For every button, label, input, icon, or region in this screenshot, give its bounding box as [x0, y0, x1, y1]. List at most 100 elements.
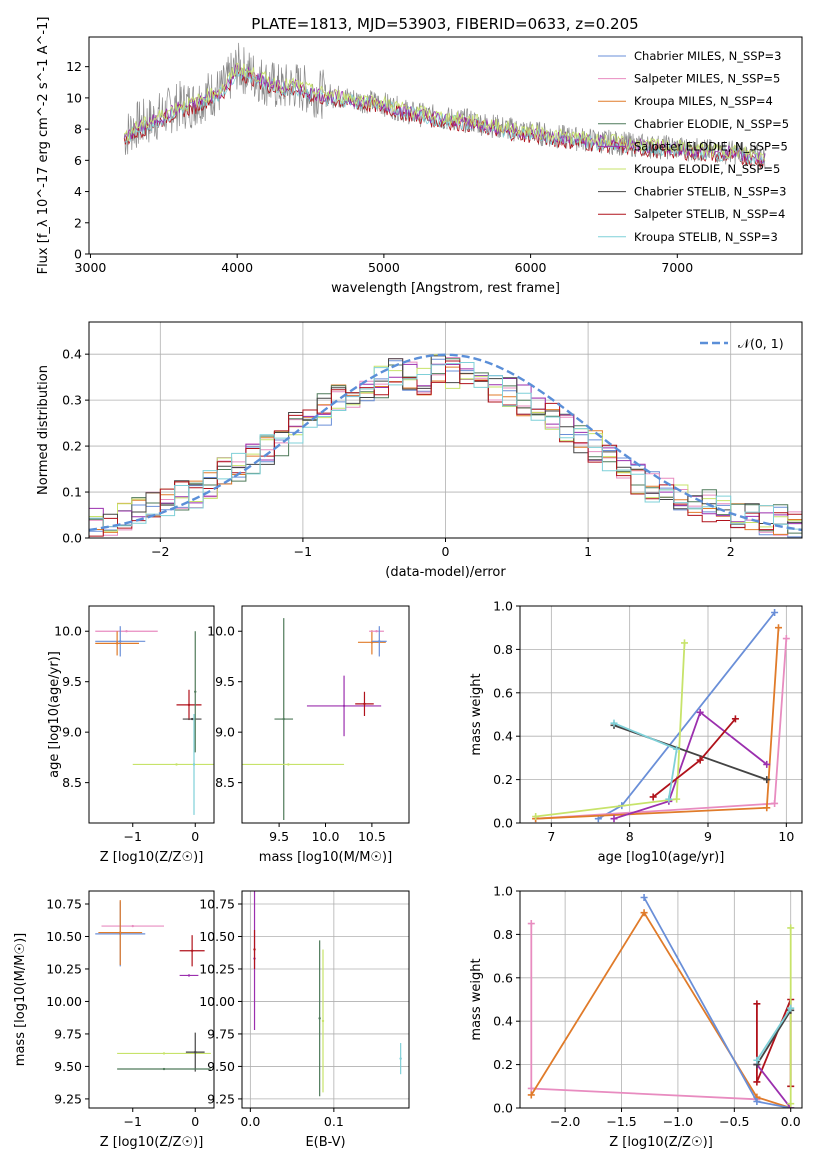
axes-frame [88, 36, 803, 255]
data-point [162, 1067, 166, 1071]
x-axis-label: (data-model)/error [385, 565, 506, 580]
y-tick-label: 0.3 [62, 393, 82, 408]
data-point [363, 702, 366, 706]
weight-marker [696, 708, 704, 716]
legend-label: Kroupa ELODIE, N_SSP=5 [634, 162, 780, 176]
legend-label: 𝒩(0, 1) [738, 336, 784, 351]
y-tick-label: 10.75 [199, 896, 235, 911]
x-tick-label: 3000 [75, 260, 107, 275]
x-tick-label: 0.1 [324, 1114, 344, 1129]
x-tick-label: 9 [704, 829, 712, 844]
x-tick-label: 4000 [221, 260, 253, 275]
series-normal-reference [89, 353, 802, 532]
x-tick-label: 10.0 [312, 829, 340, 844]
series-weight-line [613, 710, 768, 820]
y-tick-label: 10.25 [46, 961, 82, 976]
y-tick-label: 0.4 [62, 347, 82, 362]
data-point [318, 1017, 321, 1020]
x-tick-label: 8 [626, 829, 634, 844]
x-tick-label: 6000 [515, 260, 547, 275]
y-tick-label: 12 [66, 59, 82, 74]
x-axis-label: wavelength [Angstrom, rest frame] [331, 281, 560, 296]
y-tick-label: 9.75 [54, 1026, 82, 1041]
weight-marker [753, 1000, 761, 1008]
x-tick-label: 0.0 [781, 1114, 801, 1129]
x-tick-label: 10 [778, 829, 794, 844]
weight-marker [763, 804, 771, 812]
x-tick-label: −1 [124, 829, 142, 844]
y-tick-label: 0.4 [493, 1014, 513, 1029]
data-point [190, 949, 194, 952]
y-tick-label: 1.0 [493, 599, 513, 614]
weight-marker [787, 924, 795, 932]
y-axis-label: age [log10(age/yr)] [47, 651, 62, 778]
y-tick-label: 0 [74, 247, 82, 262]
y-tick-label: 9.5 [62, 674, 82, 689]
data-point [190, 717, 194, 721]
plot-area [95, 626, 214, 815]
y-axis-label: Flux [f_λ 10^-17 erg cm^-2 s^-1 A^-1] [36, 17, 51, 275]
weight-marker [771, 609, 779, 617]
data-point [378, 640, 381, 643]
y-tick-label: 10.50 [46, 929, 82, 944]
weight-marker [673, 795, 681, 803]
axes-frame [88, 890, 215, 1109]
data-point [194, 690, 197, 693]
weight-marker [649, 793, 657, 801]
x-tick-label: −0.5 [719, 1114, 749, 1129]
weight-marker [787, 1100, 795, 1108]
plot-area [123, 42, 766, 170]
series-weight-line [643, 897, 791, 1108]
series-model-spectrum [124, 62, 766, 162]
data-point [342, 704, 346, 708]
x-tick-label: −2.0 [550, 1114, 580, 1129]
weight-marker [763, 776, 771, 784]
data-point [187, 974, 191, 977]
data-point [187, 703, 191, 707]
y-tick-label: 8 [74, 122, 82, 137]
weight-marker [753, 1097, 761, 1105]
plot-area [242, 618, 387, 820]
y-tick-label: 6 [74, 153, 82, 168]
y-tick-label: 0.2 [493, 772, 513, 787]
x-tick-label: 5000 [368, 260, 400, 275]
x-tick-label: 9.5 [269, 829, 289, 844]
x-tick-label: −1.5 [606, 1114, 636, 1129]
x-tick-label: 0 [442, 544, 450, 559]
chart-title: PLATE=1813, MJD=53903, FIBERID=0633, z=0… [251, 15, 638, 33]
series-model-spectrum [123, 63, 766, 164]
weight-marker [775, 624, 782, 632]
weight-marker [782, 635, 790, 643]
y-tick-label: 0.2 [62, 439, 82, 454]
weight-marker [610, 719, 618, 727]
data-point [282, 717, 285, 721]
y-tick-label: 0.1 [62, 485, 82, 500]
x-tick-label: −2 [151, 544, 169, 559]
weight-marker [665, 795, 673, 803]
x-axis-label: age [log10(age/yr)] [598, 850, 725, 865]
y-tick-label: 0.2 [493, 1057, 513, 1072]
weight-marker [527, 1091, 535, 1099]
axes-frame [88, 605, 215, 824]
chart-age-weight: 7 8 9 10 0.0 0.2 0.4 0.6 0.8 1.0 age [log10(age/yr… [469, 599, 803, 865]
x-axis-label: mass [log10(M/M☉)] [259, 850, 392, 865]
y-tick-label: 8.5 [215, 775, 235, 790]
chart-EBV-mass: 0.0 0.1 9.25 9.50 9.75 10.00 10.25 10.50 10.75 E(… [199, 890, 410, 1150]
y-tick-label: 0.4 [493, 729, 513, 744]
y-tick-label: 10.00 [199, 994, 235, 1009]
series-weight-line [756, 999, 792, 1087]
x-tick-label: 7 [547, 829, 555, 844]
weight-marker [527, 1084, 535, 1092]
data-point [125, 630, 128, 633]
y-tick-label: 10.00 [46, 994, 82, 1009]
data-point [253, 948, 256, 951]
y-tick-label: 9.75 [207, 1026, 235, 1041]
y-axis-label: Normed distribution [36, 365, 51, 495]
y-tick-label: 10 [66, 90, 82, 105]
data-point [375, 630, 378, 633]
series-data-spectrum [123, 42, 766, 170]
legend-label: Salpeter STELIB, N_SSP=4 [634, 207, 785, 221]
y-tick-label: 0.0 [493, 1101, 513, 1116]
weight-marker [681, 639, 688, 647]
